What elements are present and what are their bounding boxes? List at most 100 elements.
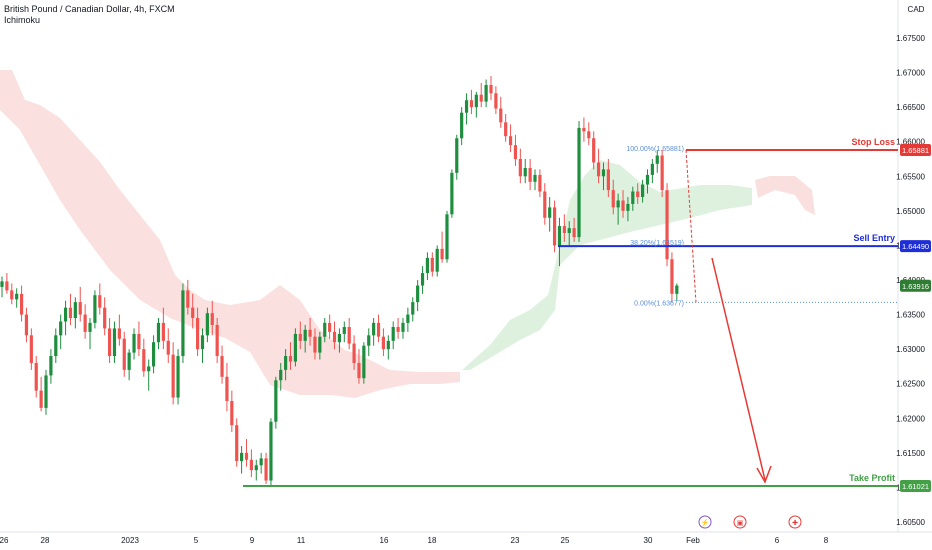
candle-body	[523, 167, 527, 177]
candle-body	[508, 136, 513, 146]
candle-body	[34, 362, 38, 391]
candle-body	[416, 285, 420, 303]
x-tick-label: 6	[775, 536, 780, 545]
x-tick-label: 23	[511, 536, 520, 545]
candle-body	[616, 200, 620, 208]
candle-body	[112, 328, 117, 357]
candle-body	[10, 290, 14, 300]
candle-body	[132, 333, 136, 353]
candle-body	[533, 174, 537, 182]
candle-body	[274, 380, 278, 422]
event-marker-icon[interactable]	[698, 515, 712, 529]
candle-body	[288, 356, 293, 362]
candle-body	[455, 138, 459, 173]
candle-body	[484, 85, 488, 102]
candle-body	[396, 327, 400, 332]
candle-body	[235, 425, 239, 462]
candle-body	[215, 324, 219, 357]
candle-body	[489, 85, 493, 94]
sell-entry-price-tag: 1.64490	[902, 242, 929, 251]
candle-body	[357, 362, 361, 379]
stop-loss-price-tag-bg	[900, 143, 931, 156]
ichimoku-cloud-bearish	[0, 70, 460, 398]
candle-body	[44, 375, 48, 408]
currency-label: CAD	[908, 5, 925, 14]
candle-body	[513, 145, 518, 159]
candle-body	[611, 190, 615, 208]
candle-body	[332, 331, 337, 343]
candle-body	[137, 333, 141, 350]
candle-body	[19, 293, 24, 315]
candle-body	[151, 342, 156, 367]
y-tick-label: 1.62000	[896, 414, 925, 423]
candle-body	[171, 354, 175, 398]
candle-body	[337, 333, 342, 343]
candle-body	[342, 327, 346, 334]
candle-body	[440, 248, 444, 260]
candle-body	[381, 336, 386, 350]
x-tick-label: Feb	[686, 536, 700, 545]
candle-body	[73, 302, 77, 319]
candle-body	[430, 257, 434, 272]
candle-body	[645, 174, 650, 185]
candle-body	[621, 200, 625, 211]
y-tick-label: 1.67500	[896, 34, 925, 43]
x-tick-label: 26	[0, 536, 9, 545]
y-tick-label: 1.63000	[896, 345, 925, 354]
y-tick-label: 1.67000	[896, 69, 925, 78]
chart-title: British Pound / Canadian Dollar, 4h, FXC…	[4, 4, 175, 14]
candle-body	[567, 228, 571, 233]
indicator-label[interactable]: Ichimoku	[4, 15, 41, 25]
candle-body	[122, 338, 126, 370]
candle-body	[665, 190, 669, 260]
candle-body	[98, 295, 102, 308]
candle-body	[166, 340, 170, 355]
candle-body	[117, 328, 121, 339]
event-marker-icon[interactable]	[788, 515, 802, 529]
candle-body	[49, 356, 53, 376]
candle-body	[528, 167, 532, 182]
candle-body	[83, 314, 87, 332]
y-tick-label: 1.66000	[896, 138, 925, 147]
fib-382-label: 38.20%(1.64519)	[630, 240, 684, 247]
candle-body	[68, 307, 73, 319]
fib-0-label: 0.00%(1.63677)	[634, 300, 684, 307]
candle-body	[313, 336, 317, 353]
candle-body	[557, 226, 562, 246]
candle-body	[103, 307, 107, 329]
candle-body	[328, 322, 332, 332]
candle-body	[293, 333, 297, 362]
candle-body	[655, 155, 659, 164]
ichimoku-cloud-future	[755, 176, 815, 215]
candle-body	[259, 458, 263, 466]
candle-body	[411, 302, 415, 315]
candle-body	[93, 295, 97, 323]
y-tick-label: 1.62500	[896, 380, 925, 389]
candle-body	[318, 336, 322, 353]
candle-body	[63, 307, 68, 322]
candle-body	[474, 94, 478, 108]
projection-arrow-line	[711, 257, 766, 481]
candle-body	[425, 257, 430, 274]
candle-body	[445, 214, 449, 260]
event-marker-icon[interactable]	[733, 515, 747, 529]
candle-body	[601, 169, 606, 177]
y-tick-label: 1.65500	[896, 172, 925, 181]
candle-body	[494, 93, 498, 109]
candle-body	[464, 100, 469, 113]
candle-body	[592, 138, 596, 163]
candle-body	[230, 401, 234, 426]
candle-body	[88, 322, 92, 332]
candle-body	[279, 369, 283, 381]
candle-body	[244, 452, 249, 460]
candle-body	[308, 329, 312, 337]
candle-body	[367, 335, 371, 346]
candle-body	[59, 321, 63, 336]
candle-body	[670, 259, 674, 294]
candle-body	[24, 314, 29, 336]
candle-body	[626, 203, 630, 211]
candle-body	[127, 352, 131, 370]
candle-body	[460, 112, 464, 139]
candle-body	[142, 349, 146, 372]
